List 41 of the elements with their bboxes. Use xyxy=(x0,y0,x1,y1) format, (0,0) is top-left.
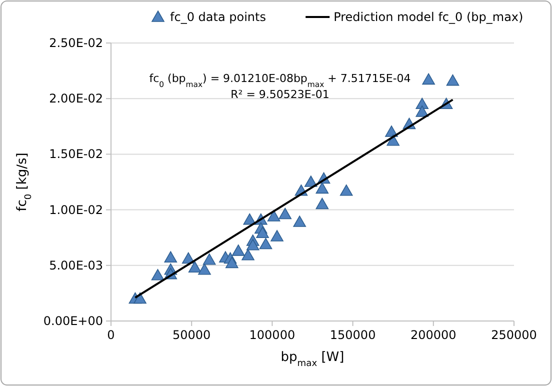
point xyxy=(202,253,216,265)
x-tick-label: 0 xyxy=(107,328,115,342)
y-tick-label: 2.50E-02 xyxy=(49,36,103,50)
point xyxy=(316,182,329,194)
point xyxy=(226,256,238,268)
point xyxy=(278,208,292,220)
y-tick-label: 1.00E-02 xyxy=(49,202,103,217)
point xyxy=(198,263,211,275)
point xyxy=(416,98,429,110)
y-tick-label: 2.00E-02 xyxy=(49,92,103,106)
point xyxy=(164,251,178,263)
y-tick-label: 0.00E+00 xyxy=(43,314,103,328)
point xyxy=(232,244,245,256)
legend-label: Prediction model fc_0 (bp_max) xyxy=(334,10,524,24)
x-tick-label: 50000 xyxy=(172,328,211,342)
x-tick-label: 250000 xyxy=(491,328,537,342)
x-tick-label: 200000 xyxy=(410,328,456,342)
point xyxy=(422,73,435,85)
point xyxy=(293,216,306,227)
point xyxy=(304,176,318,187)
point xyxy=(188,261,202,273)
point xyxy=(246,238,260,250)
legend-label: fc_0 data points xyxy=(170,10,266,24)
annotation: fc$_{0}$ (bp$_{max}$) = 9.01210E-08bp$_{max}$ + 7.51715E-04 xyxy=(149,72,411,88)
point xyxy=(386,134,400,146)
y-tick-label: 1.50E-02 xyxy=(49,147,103,162)
point xyxy=(416,106,429,117)
annotation: R² = 9.50523E-01 xyxy=(230,88,330,101)
point xyxy=(270,230,284,242)
point xyxy=(267,210,280,222)
x-tick-label: 150000 xyxy=(330,328,376,342)
point xyxy=(316,198,329,210)
point xyxy=(256,226,269,238)
y-tick-label: 5.00E-03 xyxy=(49,258,103,272)
x-axis-title: bp$_{max}$ [W] xyxy=(280,350,344,369)
point xyxy=(242,248,254,260)
point xyxy=(340,184,353,196)
x-tick-label: 100000 xyxy=(249,328,296,342)
point xyxy=(259,238,272,250)
point xyxy=(151,269,164,280)
point xyxy=(446,74,460,86)
